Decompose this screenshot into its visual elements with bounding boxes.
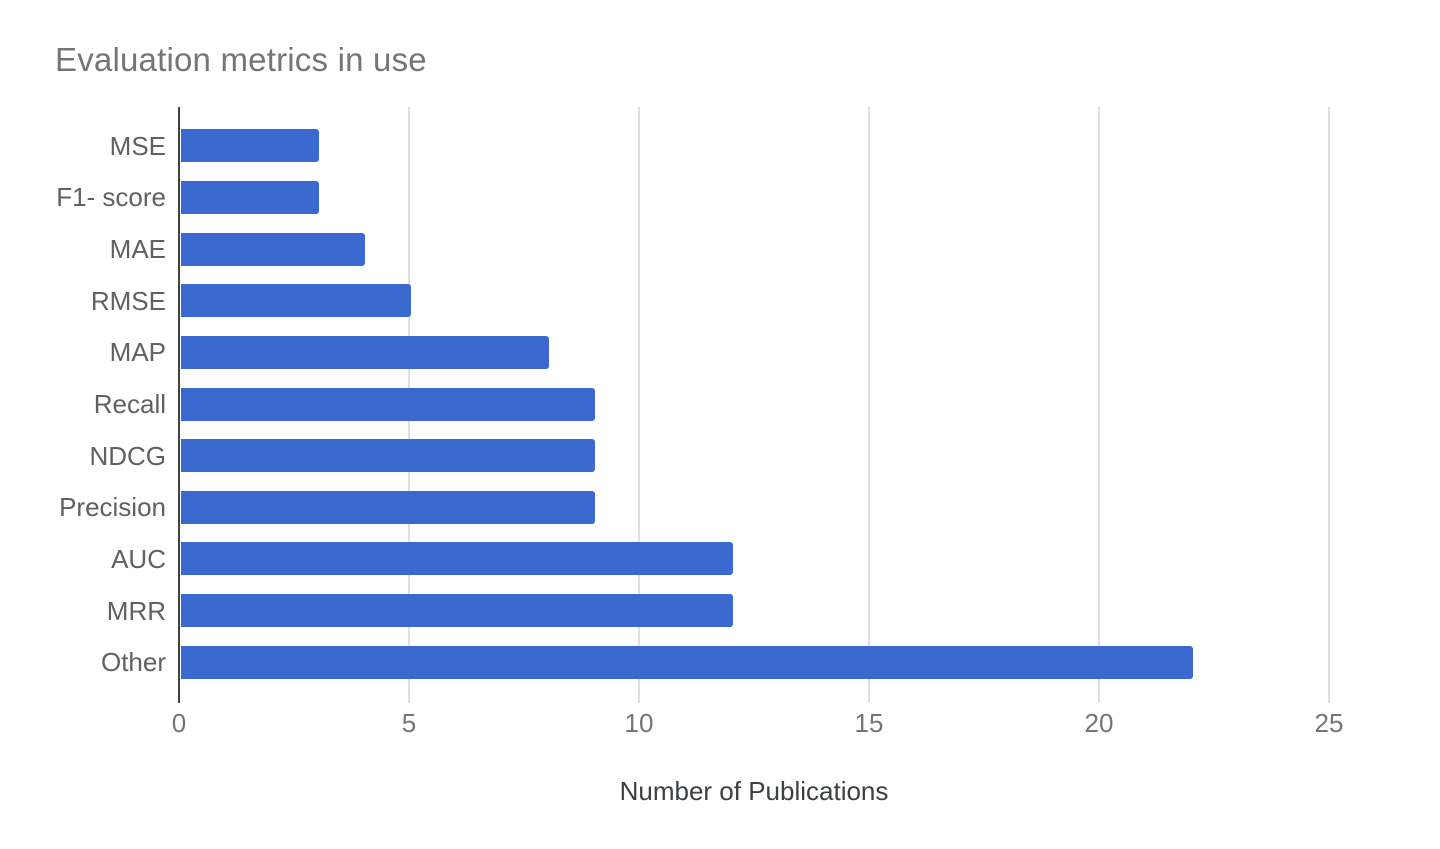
category-label-recall: Recall (93, 389, 166, 419)
tick-label-0: 0 (171, 708, 187, 738)
bar-mae (181, 232, 365, 266)
category-label-map: MAP (109, 337, 166, 368)
bar-ndcg (181, 439, 595, 473)
y-axis-line (178, 107, 180, 703)
bar-precision (181, 490, 595, 524)
bar-other (181, 645, 1193, 679)
gridline-10 (638, 107, 640, 703)
category-label-mse: MSE (109, 130, 166, 161)
bar-auc (181, 542, 733, 576)
tick-label-20: 20 (1084, 708, 1114, 738)
x-axis-title: Number of Publications (619, 776, 889, 806)
category-label-f1-score: F1- score (56, 182, 166, 213)
category-label-auc: AUC (111, 543, 166, 574)
category-label-other: Other (100, 647, 166, 678)
gridline-20 (1098, 107, 1100, 703)
gridline-15 (868, 107, 870, 703)
tick-label-15: 15 (854, 708, 884, 738)
bar-f1-score (181, 180, 319, 214)
category-label-mae: MAE (109, 234, 166, 265)
tick-label-5: 5 (401, 708, 417, 738)
bar-recall (181, 387, 595, 421)
category-label-precision: Precision (59, 492, 166, 523)
gridline-25 (1328, 107, 1330, 703)
bar-mrr (181, 594, 733, 628)
tick-label-25: 25 (1314, 708, 1344, 738)
bar-rmse (181, 284, 411, 318)
category-label-rmse: RMSE (90, 285, 166, 316)
category-label-mrr: MRR (106, 595, 166, 626)
category-label-ndcg: NDCG (89, 440, 166, 471)
bar-mse (181, 129, 319, 163)
tick-label-10: 10 (624, 708, 654, 738)
bar-map (181, 335, 549, 369)
chart-title: Evaluation metrics in use (55, 41, 427, 78)
